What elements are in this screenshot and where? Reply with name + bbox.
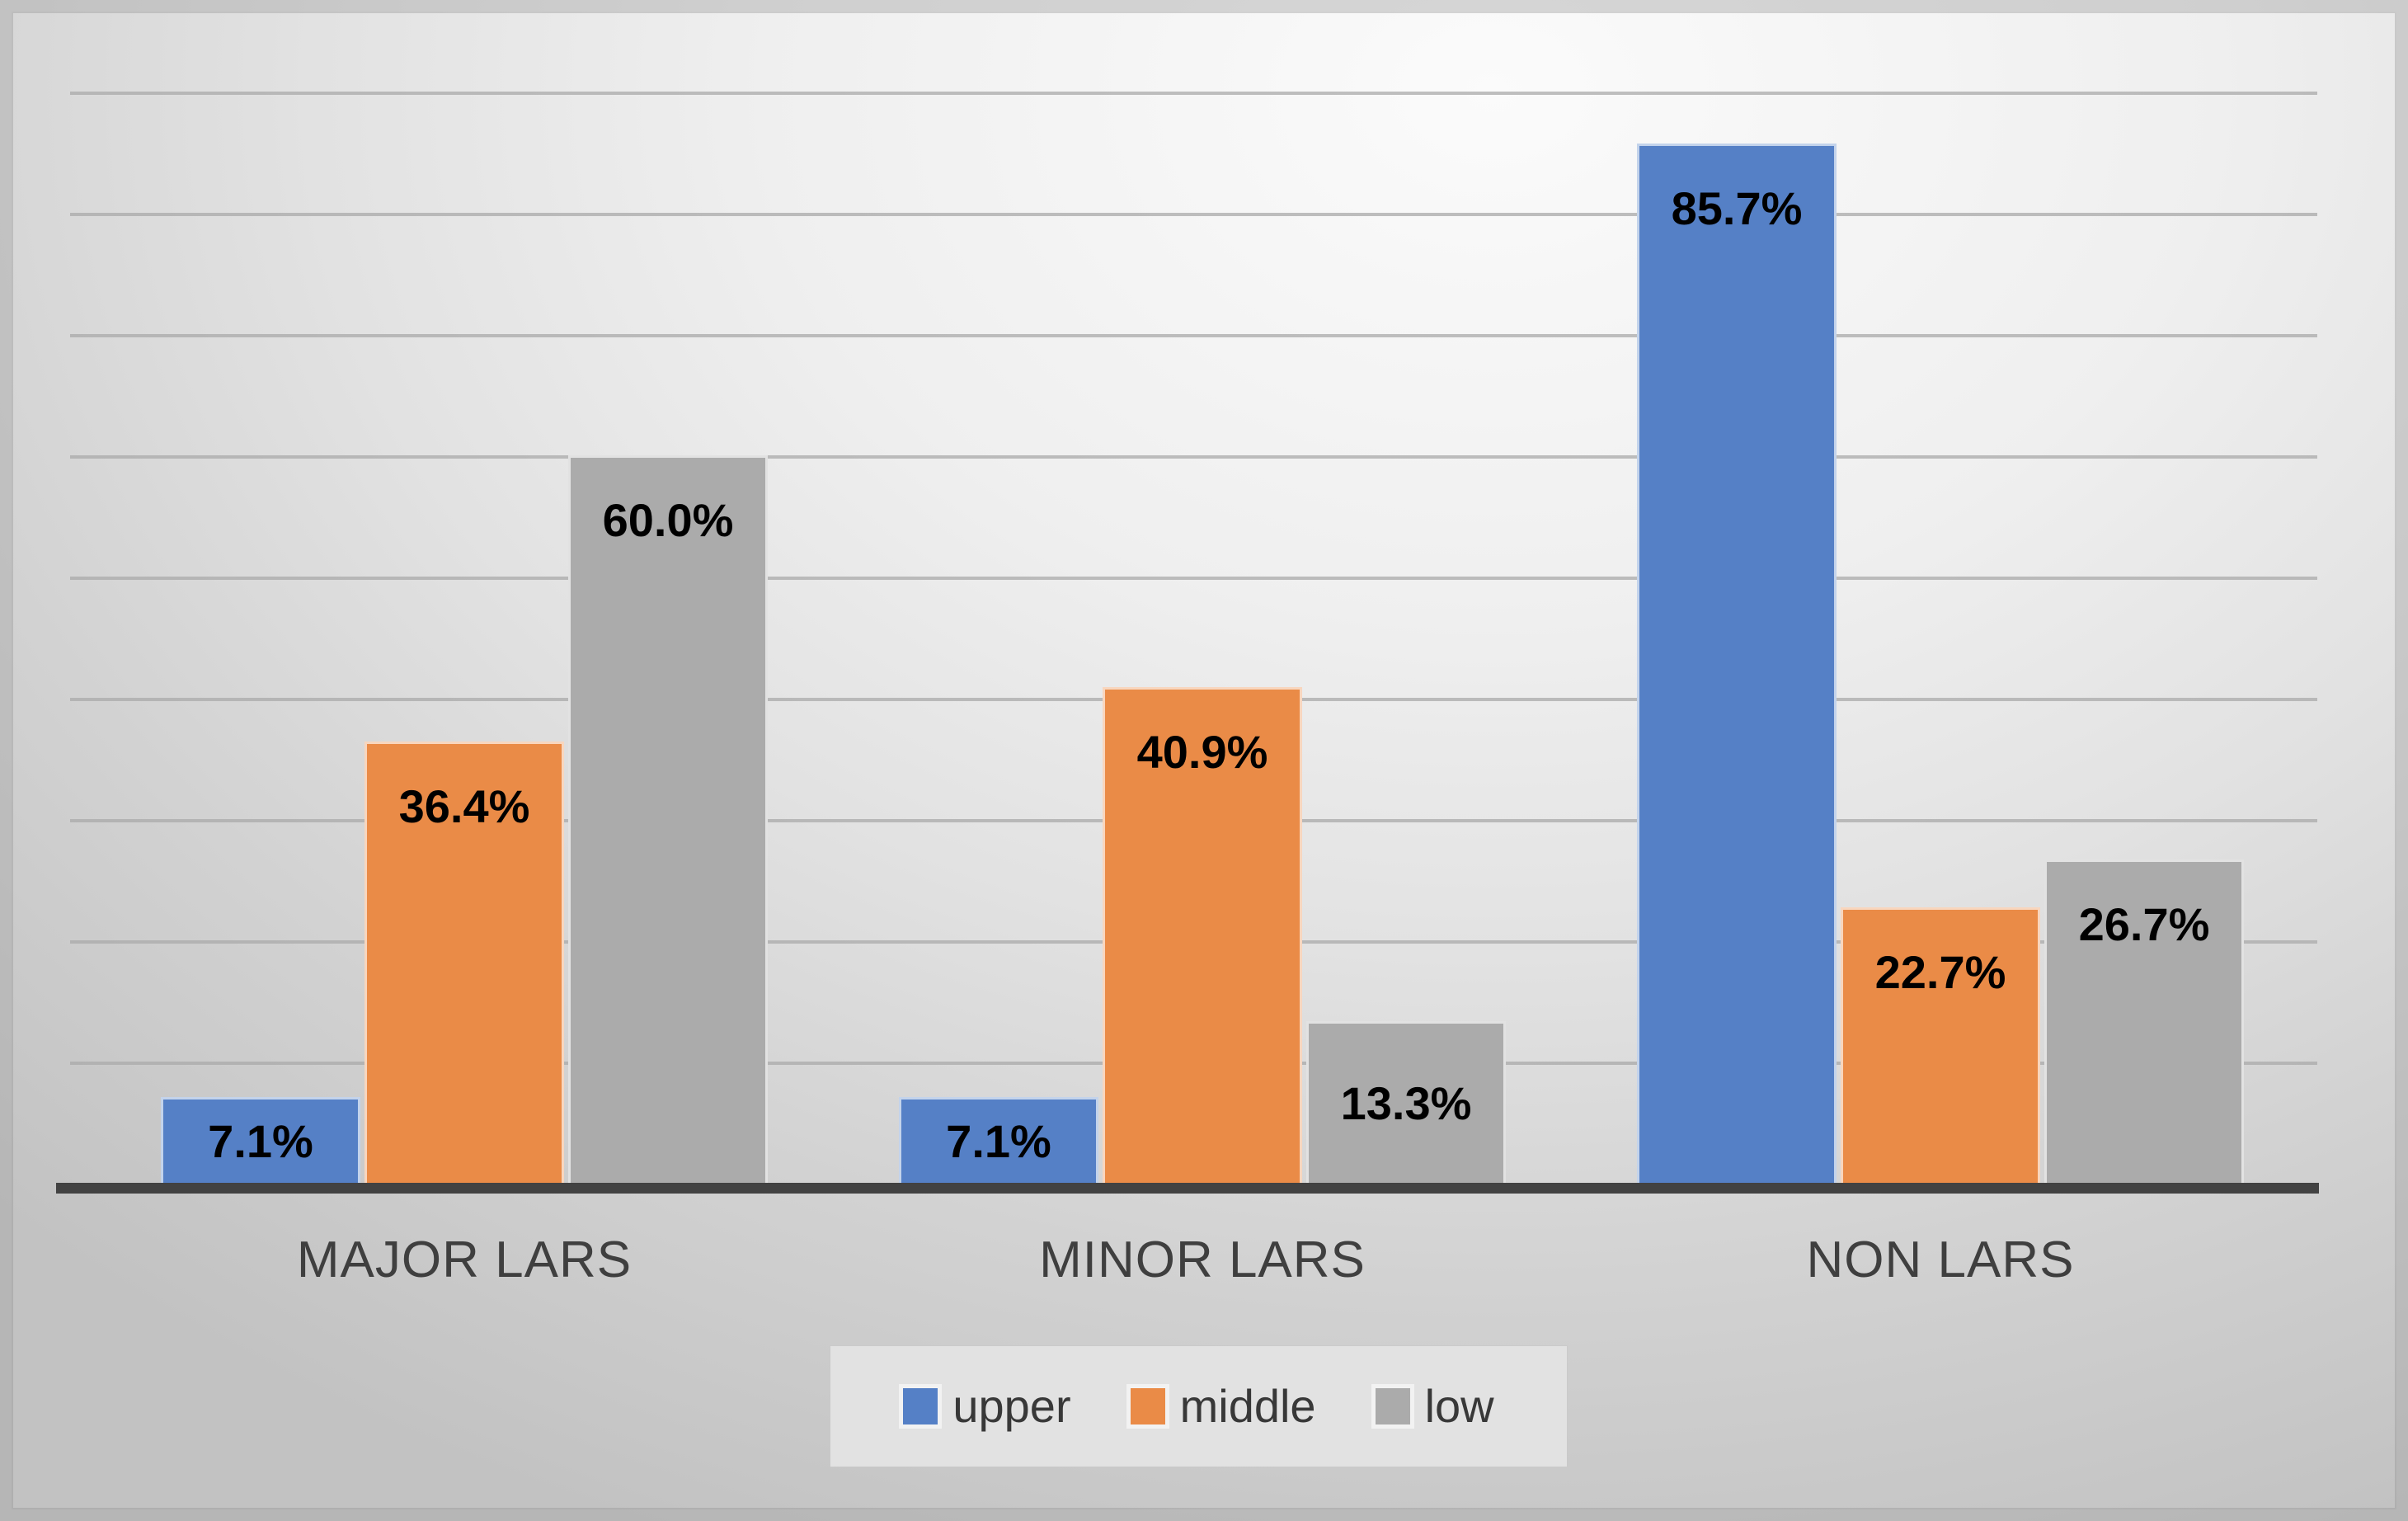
bar-value-label: 36.4% xyxy=(398,780,530,832)
legend-item-low: low xyxy=(1375,1380,1494,1432)
bar-value-label: 60.0% xyxy=(602,494,734,546)
legend-label: middle xyxy=(1179,1380,1316,1432)
bar-upper-non-lars: 85.7% xyxy=(1637,144,1837,1183)
gridline xyxy=(70,334,2317,337)
bar-low-minor-lars: 13.3% xyxy=(1306,1021,1506,1183)
bar-value-label: 85.7% xyxy=(1671,182,1803,234)
category-label-major-lars: MAJOR LARS xyxy=(296,1231,633,1288)
gridline xyxy=(70,455,2317,459)
bar-value-label: 7.1% xyxy=(208,1114,313,1167)
category-label-non-lars: NON LARS xyxy=(1806,1231,2075,1288)
bar-low-non-lars: 26.7% xyxy=(2044,859,2244,1183)
gridline xyxy=(70,577,2317,580)
bar-upper-minor-lars: 7.1% xyxy=(899,1097,1098,1183)
bar-value-label: 40.9% xyxy=(1136,726,1268,778)
gridline xyxy=(70,213,2317,216)
legend-item-middle: middle xyxy=(1130,1380,1316,1432)
bar-low-major-lars: 60.0% xyxy=(568,455,768,1183)
legend-label: upper xyxy=(952,1380,1071,1432)
x-axis-line xyxy=(56,1183,2319,1194)
bar-value-label: 13.3% xyxy=(1340,1076,1472,1129)
legend-swatch-middle xyxy=(1130,1388,1165,1424)
bar-upper-major-lars: 7.1% xyxy=(161,1097,360,1183)
legend-swatch-low xyxy=(1375,1388,1410,1424)
category-label-minor-lars: MINOR LARS xyxy=(1039,1231,1366,1288)
legend: upper middle low xyxy=(830,1346,1567,1467)
legend-item-upper: upper xyxy=(903,1380,1071,1432)
bar-middle-major-lars: 36.4% xyxy=(364,742,564,1183)
bar-middle-non-lars: 22.7% xyxy=(1841,907,2040,1183)
legend-swatch-upper xyxy=(903,1388,938,1424)
bar-middle-minor-lars: 40.9% xyxy=(1103,687,1302,1183)
bar-value-label: 7.1% xyxy=(946,1114,1051,1167)
legend-label: low xyxy=(1424,1380,1494,1432)
bar-value-label: 26.7% xyxy=(2078,898,2210,950)
bar-value-label: 22.7% xyxy=(1874,946,2006,998)
gridline xyxy=(70,92,2317,95)
